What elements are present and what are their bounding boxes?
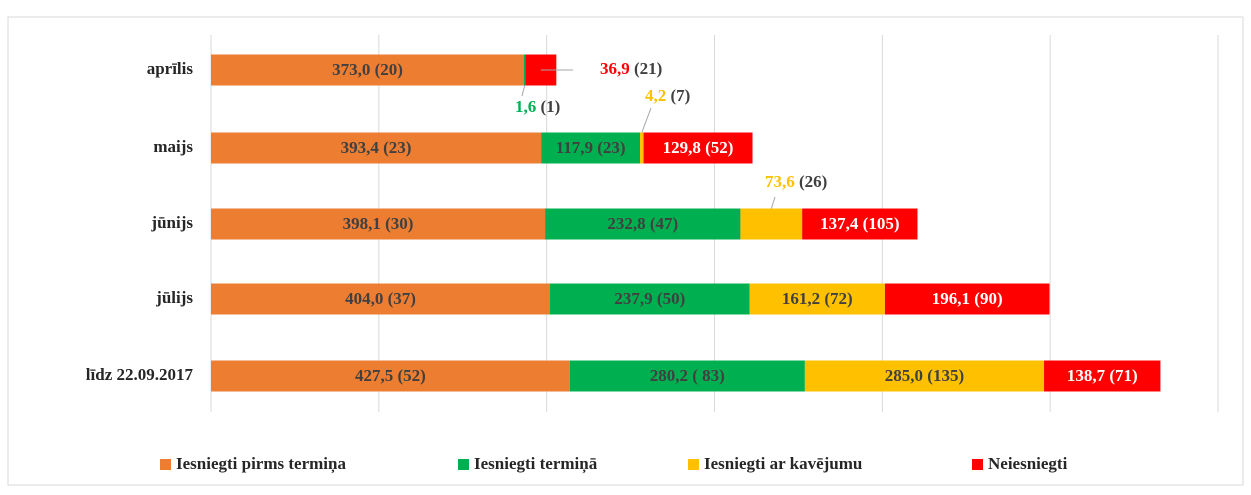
bar-segment	[740, 208, 803, 240]
bar-segment	[804, 360, 1045, 392]
bar-segment	[524, 54, 526, 86]
legend-swatch	[458, 459, 469, 470]
data-label: 137,4 (105)	[820, 214, 899, 233]
data-label: 36,9 (21)	[600, 59, 662, 78]
data-label: 4,2 (7)	[645, 86, 690, 105]
data-label: 404,0 (37)	[345, 289, 416, 308]
bar-segment	[211, 283, 551, 315]
data-label: 129,8 (52)	[663, 138, 734, 157]
bar-segment	[569, 360, 805, 392]
chart-frame	[7, 16, 1244, 486]
bar-segment	[802, 208, 918, 240]
data-label: 285,0 (135)	[885, 366, 964, 385]
bar-segment	[550, 283, 750, 315]
y-tick-label: aprīlis	[147, 59, 194, 78]
data-label: 373,0 (20)	[332, 60, 403, 79]
bar-segment	[884, 283, 1050, 315]
data-label: 73,6 (26)	[765, 172, 827, 191]
legend-swatch	[972, 459, 983, 470]
data-label: 232,8 (47)	[607, 214, 678, 233]
leader-line	[641, 107, 652, 133]
legend-swatch	[160, 459, 171, 470]
bar-segment	[541, 132, 641, 164]
bar-segment	[211, 360, 570, 392]
bar-segment	[545, 208, 741, 240]
data-label: 427,5 (52)	[355, 366, 426, 385]
bar-segment	[749, 283, 885, 315]
legend-label: Neiesniegti	[988, 454, 1068, 473]
y-tick-label: jūnijs	[150, 213, 193, 232]
legend-label: Iesniegti termiņā	[474, 454, 598, 474]
data-label: 138,7 (71)	[1067, 366, 1138, 385]
bar-segment	[211, 208, 546, 240]
legend-label: Iesniegti ar kavējumu	[704, 454, 862, 473]
data-label: 237,9 (50)	[614, 289, 685, 308]
bar-segment	[211, 132, 542, 164]
leader-line	[521, 85, 526, 97]
data-label: 161,2 (72)	[782, 289, 853, 308]
y-tick-label: jūlijs	[155, 288, 193, 307]
bar-segment	[643, 132, 753, 164]
data-label: 196,1 (90)	[932, 289, 1003, 308]
bar-segment	[211, 54, 525, 86]
bar-segment	[640, 132, 644, 164]
legend-swatch	[688, 459, 699, 470]
data-label: 280,2 ( 83)	[650, 366, 725, 385]
data-label: 393,4 (23)	[341, 138, 412, 157]
y-tick-label: maijs	[153, 137, 193, 156]
data-label: 117,9 (23)	[556, 138, 626, 157]
bar-segment	[1044, 360, 1161, 392]
data-label: 398,1 (30)	[343, 214, 414, 233]
leader-line	[770, 196, 776, 209]
legend-label: Iesniegti pirms termiņa	[176, 454, 346, 474]
data-label: 1,6 (1)	[515, 97, 560, 116]
y-tick-label: līdz 22.09.2017	[86, 365, 194, 384]
